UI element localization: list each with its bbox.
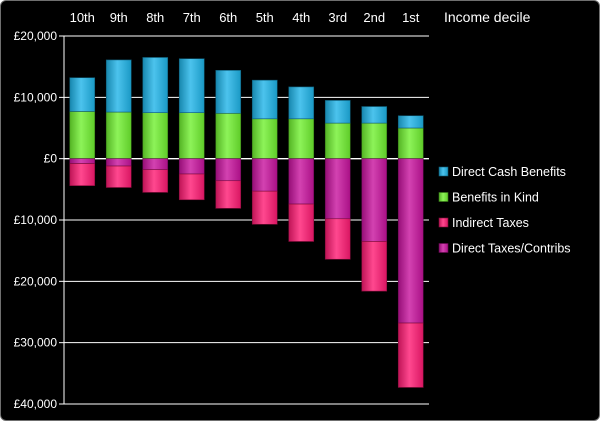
y-axis-tick-labels: £20,000 £10,000 £0 £10,000 £20,000 £30,000 £40… bbox=[14, 29, 58, 411]
bar-direct-taxes-contribs-4th bbox=[288, 158, 315, 205]
bar-benefits-in-kind-3rd bbox=[324, 122, 351, 159]
y-tick-label: £30,000 bbox=[14, 336, 58, 350]
legend-label: Direct Cash Benefits bbox=[452, 165, 566, 179]
x-tick-label: 1st bbox=[402, 10, 420, 25]
bar-indirect-taxes-6th bbox=[215, 180, 242, 209]
x-tick-label: 10th bbox=[70, 10, 95, 25]
bar-direct-taxes-contribs-7th bbox=[178, 158, 205, 175]
x-tick-label: 8th bbox=[146, 10, 164, 25]
y-tick-label: £0 bbox=[44, 152, 58, 166]
x-tick-label: 7th bbox=[183, 10, 201, 25]
y-tick-label: £10,000 bbox=[14, 213, 58, 227]
bar-direct-cash-benefits-1st bbox=[397, 115, 424, 129]
legend-label: Benefits in Kind bbox=[452, 191, 539, 205]
legend-swatch bbox=[438, 243, 449, 253]
legend-swatch bbox=[438, 166, 449, 177]
bar-indirect-taxes-8th bbox=[142, 169, 169, 193]
bar-direct-taxes-contribs-1st bbox=[397, 158, 424, 324]
legend: Direct Cash Benefits Benefits in Kind Indi… bbox=[438, 165, 571, 256]
legend-label: Indirect Taxes bbox=[452, 216, 529, 230]
bar-direct-taxes-contribs-8th bbox=[142, 158, 169, 171]
x-tick-label: 4th bbox=[292, 10, 310, 25]
bar-direct-taxes-contribs-3rd bbox=[324, 158, 351, 220]
bar-direct-cash-benefits-10th bbox=[69, 77, 96, 112]
bar-benefits-in-kind-2nd bbox=[361, 122, 388, 159]
bar-benefits-in-kind-6th bbox=[215, 112, 242, 159]
x-axis-tick-labels: 10th 9th 8th 7th 6th 5th 4th 3rd 2nd 1st bbox=[70, 10, 420, 25]
bar-indirect-taxes-5th bbox=[251, 190, 278, 225]
bar-indirect-taxes-7th bbox=[178, 173, 205, 201]
legend-swatch bbox=[438, 192, 449, 202]
bar-benefits-in-kind-5th bbox=[251, 118, 278, 159]
x-tick-label: 2nd bbox=[363, 10, 385, 25]
bars bbox=[69, 57, 424, 388]
bar-direct-cash-benefits-9th bbox=[105, 59, 132, 113]
bar-direct-cash-benefits-5th bbox=[251, 79, 278, 120]
bar-benefits-in-kind-1st bbox=[397, 127, 424, 159]
y-tick-label: £20,000 bbox=[14, 29, 58, 43]
bar-direct-cash-benefits-4th bbox=[288, 86, 315, 120]
y-tick-label: £10,000 bbox=[14, 90, 58, 104]
legend-swatch bbox=[438, 217, 449, 228]
bar-benefits-in-kind-10th bbox=[69, 111, 96, 159]
y-tick-label: £40,000 bbox=[14, 397, 58, 411]
bar-direct-taxes-contribs-9th bbox=[105, 158, 132, 167]
bar-benefits-in-kind-8th bbox=[142, 112, 169, 159]
bar-direct-taxes-contribs-6th bbox=[215, 158, 242, 182]
legend-label: Direct Taxes/Contribs bbox=[452, 242, 571, 256]
bar-direct-taxes-contribs-2nd bbox=[361, 158, 388, 242]
bar-indirect-taxes-4th bbox=[288, 203, 315, 242]
x-axis-label: Income decile bbox=[444, 9, 531, 25]
bar-direct-cash-benefits-7th bbox=[178, 58, 205, 113]
x-tick-label: 6th bbox=[219, 10, 237, 25]
bar-benefits-in-kind-7th bbox=[178, 112, 205, 159]
x-tick-label: 5th bbox=[256, 10, 274, 25]
bar-direct-cash-benefits-3rd bbox=[324, 100, 351, 124]
bar-direct-cash-benefits-2nd bbox=[361, 106, 388, 124]
bar-indirect-taxes-2nd bbox=[361, 241, 388, 292]
bar-indirect-taxes-3rd bbox=[324, 218, 351, 260]
bar-direct-taxes-contribs-10th bbox=[69, 158, 96, 164]
bar-indirect-taxes-1st bbox=[397, 322, 424, 388]
bar-indirect-taxes-10th bbox=[69, 163, 96, 186]
x-tick-label: 3rd bbox=[328, 10, 347, 25]
bar-direct-cash-benefits-8th bbox=[142, 57, 169, 113]
x-tick-label: 9th bbox=[110, 10, 128, 25]
bar-direct-cash-benefits-6th bbox=[215, 70, 242, 114]
bar-indirect-taxes-9th bbox=[105, 165, 132, 188]
bar-direct-taxes-contribs-5th bbox=[251, 158, 278, 192]
bar-benefits-in-kind-9th bbox=[105, 111, 132, 159]
bar-benefits-in-kind-4th bbox=[288, 118, 315, 159]
y-tick-label: £20,000 bbox=[14, 274, 58, 288]
